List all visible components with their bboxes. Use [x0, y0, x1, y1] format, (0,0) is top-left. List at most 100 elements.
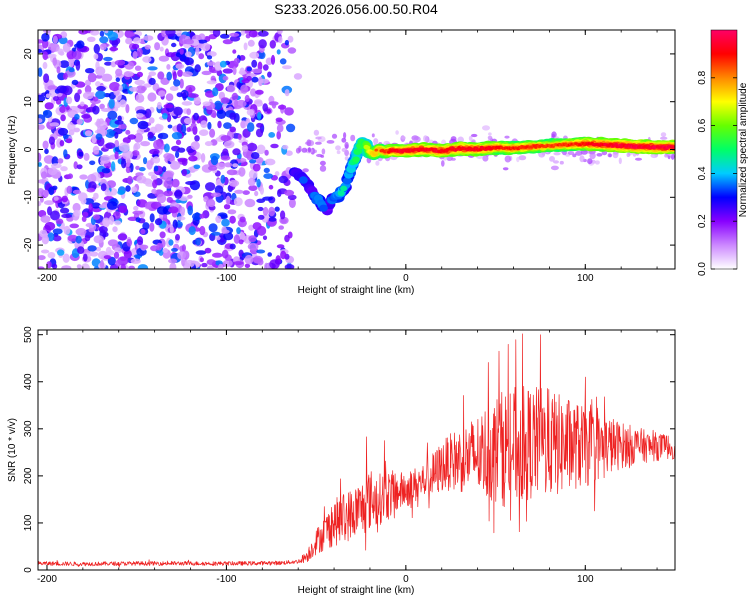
- noise-blob: [76, 264, 82, 269]
- noise-blob: [220, 33, 230, 39]
- noise-blob: [176, 30, 182, 37]
- noise-blob: [152, 156, 161, 164]
- noise-blob: [242, 190, 250, 196]
- noise-blob: [126, 238, 133, 247]
- noise-blob: [57, 48, 64, 55]
- spectrogram-y-label: Frequency (Hz): [7, 116, 18, 185]
- noise-blob: [247, 177, 256, 187]
- noise-blob: [233, 234, 241, 244]
- noise-blob: [91, 133, 97, 144]
- noise-blob: [276, 124, 284, 133]
- noise-blob: [158, 90, 166, 97]
- y-tick-label: -10: [23, 190, 34, 205]
- noise-blob: [56, 66, 61, 74]
- noise-blob: [229, 32, 240, 37]
- noise-blob: [210, 192, 222, 198]
- noise-blob: [115, 259, 122, 267]
- noise-blob: [225, 195, 231, 205]
- noise-blob: [134, 65, 142, 71]
- noise-blob: [319, 165, 327, 172]
- noise-blob: [62, 43, 71, 53]
- spectrogram-noise-blobs: [38, 30, 675, 269]
- noise-blob: [103, 56, 113, 62]
- noise-blob: [119, 99, 127, 108]
- noise-blob: [251, 59, 258, 68]
- noise-blob: [263, 167, 270, 174]
- noise-blob: [99, 103, 105, 110]
- noise-blob: [268, 217, 277, 222]
- noise-blob: [195, 238, 201, 246]
- noise-blob: [136, 47, 143, 58]
- snr-frame: [37, 329, 676, 571]
- noise-blob: [149, 213, 155, 223]
- noise-blob: [154, 42, 161, 51]
- spectrogram-y-ticks: -20 -10 0 10 20: [23, 48, 675, 252]
- noise-blob: [220, 135, 231, 142]
- noise-blob: [212, 30, 221, 38]
- noise-blob: [313, 149, 317, 153]
- noise-blob: [125, 185, 131, 192]
- noise-blob: [551, 131, 557, 138]
- noise-blob: [52, 228, 63, 235]
- noise-blob: [84, 130, 93, 137]
- noise-blob: [280, 219, 287, 224]
- noise-blob: [198, 53, 205, 60]
- noise-blob: [287, 47, 297, 54]
- noise-blob: [488, 132, 492, 136]
- noise-blob: [135, 165, 140, 170]
- noise-blob: [114, 247, 123, 254]
- noise-blob: [239, 216, 246, 223]
- noise-blob: [234, 189, 244, 194]
- noise-blob: [263, 173, 274, 180]
- noise-blob: [149, 222, 155, 232]
- noise-blob: [103, 219, 110, 228]
- noise-blob: [212, 87, 219, 97]
- noise-blob: [395, 130, 399, 135]
- noise-blob: [149, 126, 158, 134]
- noise-blob: [100, 259, 104, 269]
- noise-blob: [222, 39, 233, 45]
- noise-blob: [66, 185, 73, 194]
- noise-blob: [147, 66, 158, 71]
- noise-blob: [167, 124, 173, 129]
- noise-blob: [43, 109, 53, 119]
- noise-blob: [177, 251, 187, 260]
- noise-blob: [193, 96, 201, 105]
- noise-blob: [91, 202, 101, 209]
- noise-blob: [92, 105, 100, 115]
- noise-blob: [63, 149, 68, 158]
- noise-blob: [173, 106, 183, 116]
- noise-blob: [215, 215, 222, 224]
- noise-blob: [114, 220, 122, 226]
- noise-blob: [197, 39, 208, 44]
- noise-blob: [111, 38, 119, 48]
- noise-blob: [257, 206, 264, 212]
- noise-blob: [284, 107, 294, 116]
- noise-blob: [229, 112, 237, 120]
- x-tick-label: -200: [37, 273, 57, 284]
- noise-blob: [559, 160, 564, 165]
- noise-blob: [240, 120, 247, 129]
- noise-blob: [247, 39, 255, 47]
- noise-blob: [271, 102, 277, 109]
- noise-blob: [87, 173, 97, 184]
- y-tick-label: 20: [23, 48, 34, 60]
- noise-blob: [306, 139, 312, 147]
- noise-blob: [73, 209, 81, 217]
- noise-blob: [244, 263, 251, 268]
- noise-blob: [190, 141, 200, 151]
- colorbar-tick-label: 0.4: [697, 166, 708, 180]
- noise-blob: [255, 89, 264, 95]
- noise-blob: [226, 169, 238, 176]
- noise-blob: [72, 50, 82, 60]
- x-tick-label: 100: [577, 273, 594, 284]
- track-point: [364, 145, 371, 150]
- noise-blob: [38, 118, 43, 124]
- noise-blob: [52, 185, 58, 191]
- noise-blob: [214, 236, 221, 241]
- noise-blob: [199, 225, 206, 236]
- noise-blob: [171, 178, 180, 188]
- noise-blob: [278, 225, 285, 230]
- noise-blob: [38, 179, 48, 184]
- noise-blob: [77, 246, 85, 255]
